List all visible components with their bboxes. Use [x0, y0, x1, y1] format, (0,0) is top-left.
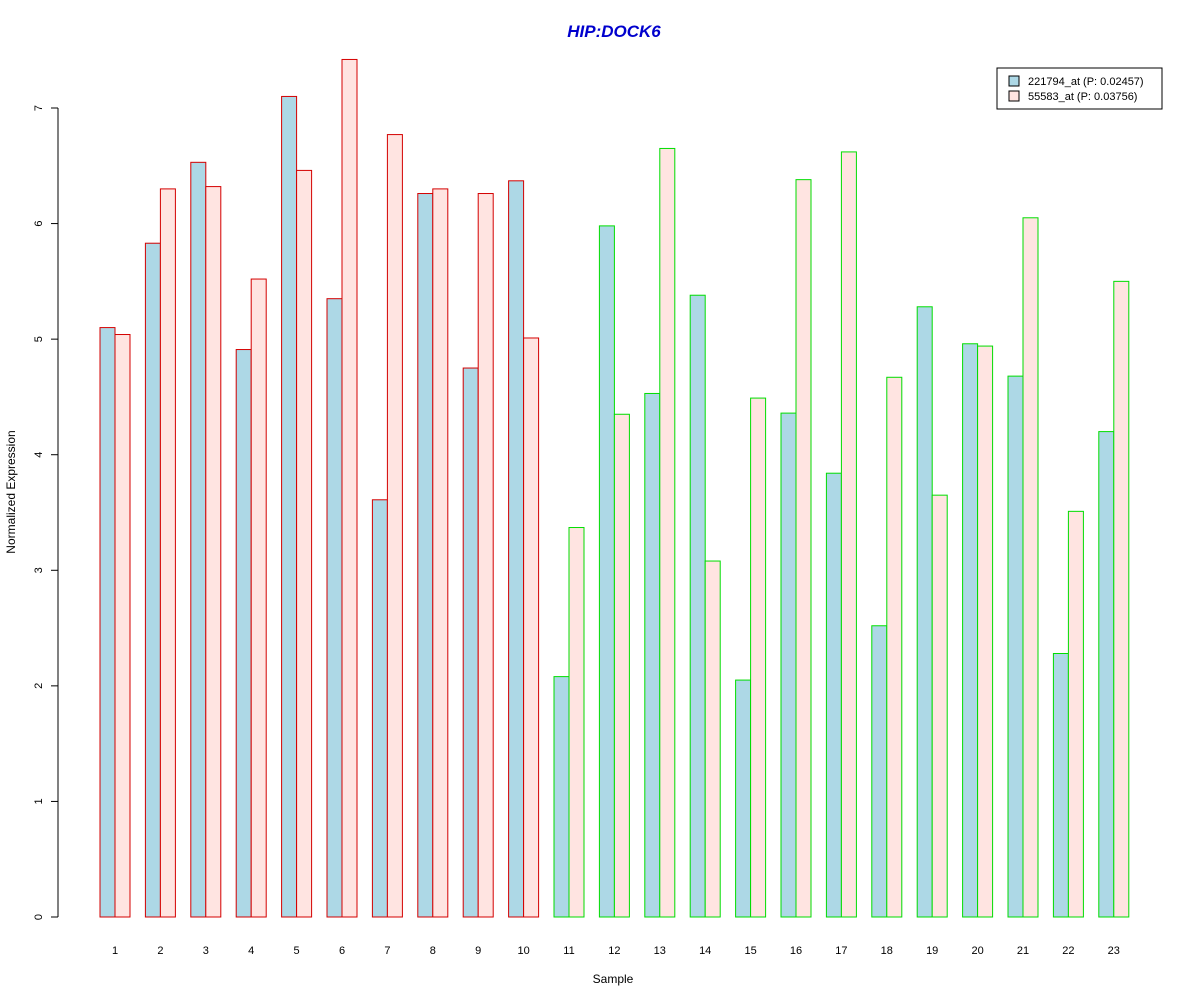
- bar-series2-sample-15: [750, 397, 767, 918]
- x-tick-label: 18: [881, 945, 893, 957]
- x-tick-label: 17: [835, 945, 847, 957]
- bar-series1-sample-4: [235, 349, 252, 918]
- y-tick-label: 0: [33, 914, 45, 920]
- x-tick-label: 12: [608, 945, 620, 957]
- y-tick-label: 7: [33, 105, 45, 111]
- bar-series2-sample-23: [1113, 280, 1130, 918]
- bar-series1-sample-23: [1098, 431, 1115, 918]
- x-tick-label: 3: [203, 945, 209, 957]
- bar-series2-sample-13: [659, 147, 676, 918]
- x-axis-label: Sample: [593, 972, 634, 986]
- bar-series1-sample-5: [281, 95, 298, 918]
- x-tick-label: 20: [971, 945, 983, 957]
- x-tick-label: 21: [1017, 945, 1029, 957]
- y-tick-label: 5: [33, 336, 45, 342]
- x-tick-label: 14: [699, 945, 711, 957]
- y-tick-label: 2: [33, 683, 45, 689]
- y-tick-label: 4: [33, 452, 45, 458]
- bar-series1-sample-15: [735, 679, 752, 918]
- legend-box: [996, 67, 1163, 110]
- bar-series2-sample-4: [250, 278, 267, 918]
- bar-series2-sample-14: [704, 560, 721, 918]
- legend-entry: 55583_at (P: 0.03756): [1028, 91, 1137, 103]
- bar-series1-sample-22: [1052, 652, 1069, 918]
- bar-series2-sample-5: [296, 169, 313, 918]
- x-tick-label: 13: [654, 945, 666, 957]
- bar-series2-sample-17: [840, 151, 857, 918]
- x-tick-label: 6: [339, 945, 345, 957]
- bar-series2-sample-3: [205, 186, 222, 918]
- bar-series2-sample-16: [795, 179, 812, 918]
- bar-series1-sample-10: [508, 180, 525, 918]
- legend-swatch: [1008, 90, 1020, 102]
- legend: 221794_at (P: 0.02457) 55583_at (P: 0.037…: [996, 67, 1163, 110]
- x-tick-label: 9: [475, 945, 481, 957]
- x-tick-label: 15: [744, 945, 756, 957]
- bar-series1-sample-16: [780, 412, 797, 918]
- bar-series2-sample-12: [613, 413, 630, 918]
- bar-series1-sample-12: [598, 225, 615, 918]
- bar-series2-sample-1: [114, 334, 131, 918]
- bar-series1-sample-19: [916, 306, 933, 918]
- bar-series1-sample-18: [871, 625, 888, 918]
- bar-series2-sample-8: [432, 188, 449, 918]
- bar-series1-sample-9: [462, 367, 479, 918]
- x-tick-label: 1: [112, 945, 118, 957]
- bar-series1-sample-13: [644, 392, 661, 918]
- x-tick-label: 10: [517, 945, 529, 957]
- bar-series1-sample-17: [825, 472, 842, 918]
- bar-series1-sample-1: [99, 327, 116, 918]
- x-tick-label: 5: [294, 945, 300, 957]
- x-tick-label: 11: [563, 945, 574, 957]
- bar-series1-sample-6: [326, 298, 343, 918]
- y-tick-label: 1: [33, 798, 45, 804]
- bars: [99, 58, 1130, 918]
- x-tick-label: 2: [157, 945, 163, 957]
- bar-series2-sample-22: [1067, 510, 1084, 918]
- y-tick-label: 3: [33, 567, 45, 573]
- bar-series2-sample-6: [341, 58, 358, 918]
- bar-series1-sample-3: [190, 161, 207, 918]
- bar-series2-sample-18: [886, 376, 903, 918]
- bar-series1-sample-21: [1007, 375, 1024, 918]
- bar-series2-sample-20: [977, 345, 994, 918]
- x-tick-label: 23: [1108, 945, 1120, 957]
- bar-series2-sample-19: [931, 494, 948, 918]
- bar-series1-sample-2: [144, 242, 161, 918]
- x-tick-labels: 1 2 3 4 5 6 7 8 9 10 11 12 13 14 15 16 17 18 19 20 21 22 23: [112, 945, 1120, 957]
- x-tick-label: 19: [926, 945, 938, 957]
- y-axis-label: Normalized Expression: [4, 430, 18, 553]
- bar-series1-sample-14: [689, 294, 706, 918]
- bar-series1-sample-20: [962, 343, 979, 918]
- bar-series2-sample-2: [159, 188, 176, 918]
- x-tick-label: 22: [1062, 945, 1074, 957]
- bar-series1-sample-8: [417, 193, 434, 918]
- legend-entry: 221794_at (P: 0.02457): [1028, 76, 1144, 88]
- x-tick-label: 8: [430, 945, 436, 957]
- bar-series2-sample-11: [568, 527, 585, 918]
- bar-series1-sample-11: [553, 676, 570, 918]
- bar-series2-sample-10: [523, 337, 540, 918]
- legend-swatch: [1008, 75, 1020, 87]
- bar-series2-sample-21: [1022, 217, 1039, 918]
- bar-series2-sample-9: [477, 193, 494, 918]
- bar-series2-sample-7: [386, 134, 403, 918]
- x-tick-label: 16: [790, 945, 802, 957]
- chart-title: HIP:DOCK6: [567, 22, 661, 41]
- bar-series1-sample-7: [371, 499, 388, 918]
- y-tick-label: 6: [33, 221, 45, 227]
- x-tick-label: 7: [384, 945, 390, 957]
- y-axis: 0 1 2 3 4 5 6 7: [33, 105, 59, 920]
- x-tick-label: 4: [248, 945, 254, 957]
